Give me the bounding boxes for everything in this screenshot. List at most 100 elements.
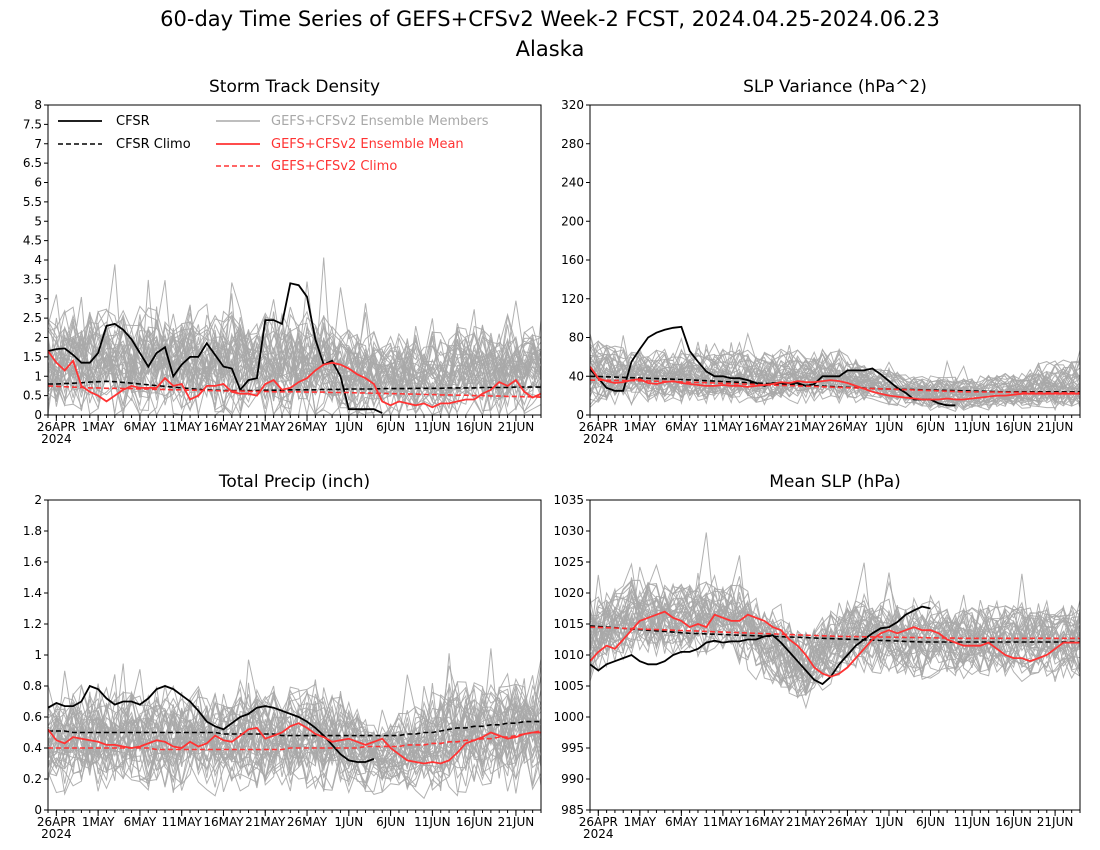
- ensemble-member-line: [590, 580, 1080, 671]
- ensemble-member-line: [590, 584, 1080, 671]
- y-tick-label: 200: [561, 214, 584, 228]
- x-tick-label: 6MAY: [124, 420, 157, 434]
- x-tick-label: 1MAY: [82, 815, 115, 829]
- y-axis: 985 990 995 1000 1005 1010 1015 1020 1025 1030 103…: [553, 493, 590, 817]
- y-tick-label: 995: [561, 741, 584, 755]
- panel-title: SLP Variance (hPa^2): [743, 77, 927, 97]
- ensemble-member-line: [48, 665, 541, 772]
- x-tick-label: 6JUN: [916, 815, 945, 829]
- y-tick-label: 2.5: [23, 311, 42, 325]
- y-tick-label: 985: [561, 803, 584, 817]
- y-tick-label: 0.6: [23, 710, 42, 724]
- gefs-climo-line: [590, 379, 1080, 394]
- y-tick-label: 8: [34, 98, 42, 112]
- x-tick-label: 21MAY: [245, 420, 286, 434]
- ensemble-members: [48, 648, 541, 800]
- y-tick-label: 1030: [553, 524, 584, 538]
- x-axis: 26APR 1MAY 6MAY 11MAY 16MAY 21MAY 26MAY 1JUN 6JU…: [37, 810, 542, 841]
- y-tick-label: 1: [34, 369, 42, 383]
- cfsr-line: [590, 605, 931, 686]
- x-tick-label: 26MAY: [827, 815, 868, 829]
- ensemble-member-line: [590, 343, 1080, 397]
- x-year-label: 2024: [583, 827, 614, 841]
- y-axis: 0 0.2 0.4 0.6 0.8 1 1.2 1.4 1.6 1.8 2: [23, 493, 48, 817]
- gefs-climo-line: [590, 626, 1080, 640]
- x-tick-label: 21JUN: [1037, 815, 1074, 829]
- y-tick-label: 5.5: [23, 195, 42, 209]
- x-tick-label: 11JUN: [954, 815, 991, 829]
- legend: CFSR CFSR Climo GEFS+CFSv2 Ensemble Member…: [58, 114, 489, 174]
- y-tick-label: 240: [561, 176, 584, 190]
- ensemble-member-line: [590, 608, 1080, 694]
- legend-label-cfsr-climo: CFSR Climo: [116, 137, 191, 152]
- y-tick-label: 1020: [553, 586, 584, 600]
- x-tick-label: 6MAY: [665, 420, 698, 434]
- y-tick-label: 1.5: [23, 350, 42, 364]
- x-tick-label: 16MAY: [744, 420, 785, 434]
- panel-4: Mean SLP (hPa) 985 990 995 1000 1005 1010 1015 1…: [553, 472, 1081, 841]
- x-tick-label: 26MAY: [827, 420, 868, 434]
- y-tick-label: 1.2: [23, 617, 42, 631]
- x-tick-label: 11JUN: [414, 815, 451, 829]
- y-tick-label: 0: [34, 408, 42, 422]
- y-tick-label: 3.5: [23, 272, 42, 286]
- cfsr-climo-line: [48, 720, 541, 737]
- ensemble-member-line: [48, 332, 541, 406]
- y-tick-label: 990: [561, 772, 584, 786]
- ensemble-member-line: [590, 592, 1080, 681]
- y-tick-label: 0: [34, 803, 42, 817]
- panel-title: Mean SLP (hPa): [769, 472, 901, 492]
- plot-area: [590, 532, 1080, 710]
- x-tick-label: 21JUN: [1037, 420, 1074, 434]
- y-tick-label: 5: [34, 214, 42, 228]
- y-tick-label: 40: [569, 369, 584, 383]
- x-tick-label: 11MAY: [703, 815, 744, 829]
- ensemble-mean-line: [590, 610, 1080, 678]
- y-tick-label: 4.5: [23, 234, 42, 248]
- ensemble-member-line: [48, 691, 541, 797]
- x-tick-label: 26APR: [579, 420, 618, 434]
- y-tick-label: 0.2: [23, 772, 42, 786]
- y-tick-label: 1025: [553, 555, 584, 569]
- legend-label-gefs-climo: GEFS+CFSv2 Climo: [271, 159, 397, 174]
- x-tick-label: 1JUN: [875, 420, 904, 434]
- gefs-climo-line: [48, 730, 541, 751]
- y-tick-label: 320: [561, 98, 584, 112]
- ensemble-members: [590, 332, 1080, 413]
- x-tick-label: 26APR: [37, 420, 76, 434]
- x-tick-label: 26APR: [37, 815, 76, 829]
- panel-title: Total Precip (inch): [218, 472, 370, 492]
- x-year-label: 2024: [41, 432, 72, 446]
- ensemble-member-line: [48, 328, 541, 404]
- x-tick-label: 16JUN: [995, 420, 1032, 434]
- y-tick-label: 0: [576, 408, 584, 422]
- y-tick-label: 120: [561, 292, 584, 306]
- x-tick-label: 6MAY: [124, 815, 157, 829]
- x-tick-label: 11MAY: [703, 420, 744, 434]
- ensemble-member-line: [48, 326, 541, 398]
- x-tick-label: 21JUN: [498, 815, 535, 829]
- ensemble-member-line: [48, 299, 541, 385]
- panel-title: Storm Track Density: [209, 77, 380, 97]
- ensemble-member-line: [48, 694, 541, 770]
- x-tick-label: 11JUN: [954, 420, 991, 434]
- y-tick-label: 4: [34, 253, 42, 267]
- x-tick-label: 16MAY: [203, 420, 244, 434]
- cfsr-climo-line: [590, 625, 1080, 643]
- cfsr-line: [590, 325, 956, 407]
- plot-area: [590, 325, 1080, 413]
- x-year-label: 2024: [583, 432, 614, 446]
- ensemble-member-line: [590, 580, 1080, 672]
- ensemble-member-line: [590, 599, 1080, 694]
- ensemble-member-line: [48, 314, 541, 394]
- x-tick-label: 1JUN: [334, 420, 363, 434]
- figure-subtitle-region: Alaska: [516, 37, 585, 61]
- y-tick-label: 0.5: [23, 389, 42, 403]
- gefs-climo-line: [48, 385, 541, 398]
- y-tick-label: 1035: [553, 493, 584, 507]
- y-tick-label: 6: [34, 176, 42, 190]
- y-tick-label: 1.4: [23, 586, 42, 600]
- y-tick-label: 7.5: [23, 117, 42, 131]
- y-tick-label: 280: [561, 137, 584, 151]
